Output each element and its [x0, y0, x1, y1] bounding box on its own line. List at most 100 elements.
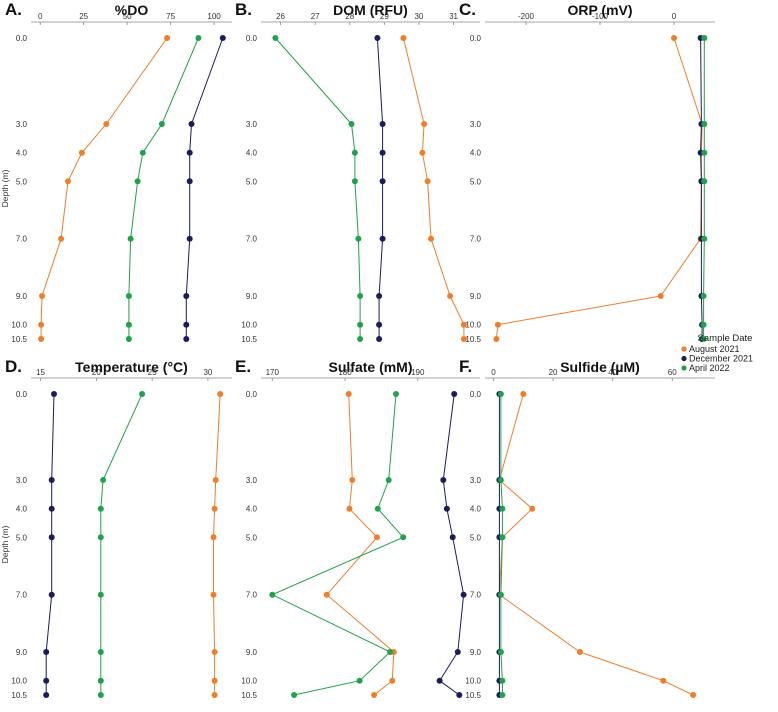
- data-point: [497, 391, 504, 397]
- y-tick-label: 4.0: [246, 149, 258, 158]
- data-point: [428, 235, 434, 242]
- data-point: [272, 35, 279, 41]
- data-point: [356, 677, 363, 684]
- series-line: [495, 37, 703, 340]
- data-point: [186, 178, 193, 185]
- panel-label: D.: [5, 357, 22, 376]
- y-tick-label: 10.5: [11, 691, 27, 700]
- y-tick-label: 7.0: [16, 591, 28, 600]
- series-line: [402, 37, 465, 339]
- data-point: [671, 35, 677, 41]
- data-point: [125, 336, 132, 342]
- data-point: [139, 391, 146, 397]
- chart-panel-3: C. ORP (mV) -200 -100 0 0.0 3.0 4.0 5.0 7.0 9.0 10.…: [459, 0, 715, 344]
- y-tick-label: 3.0: [16, 120, 28, 129]
- y-tick-label: 7.0: [246, 591, 258, 600]
- y-tick-label: 10.5: [241, 691, 257, 700]
- x-tick-label: 30: [414, 12, 423, 21]
- x-tick-label: 25: [148, 368, 157, 377]
- data-point: [158, 121, 165, 127]
- data-point: [48, 534, 55, 541]
- data-point: [38, 336, 45, 342]
- data-point: [443, 505, 450, 512]
- data-point: [376, 293, 383, 299]
- series-line: [213, 393, 221, 695]
- data-point: [460, 591, 467, 598]
- y-tick-label: 5.0: [246, 177, 258, 186]
- chart-title: Sulfate (mM): [329, 359, 413, 375]
- data-point: [454, 649, 461, 655]
- legend-label: April 2022: [689, 363, 730, 373]
- data-point: [389, 677, 396, 684]
- series-line: [45, 393, 55, 695]
- y-tick-label: 0.0: [16, 34, 28, 43]
- data-point: [456, 692, 463, 698]
- x-tick-label: 20: [549, 368, 558, 377]
- y-tick-label: 0.0: [246, 34, 258, 43]
- y-tick-label: 3.0: [246, 476, 258, 485]
- data-point: [376, 336, 383, 342]
- data-point: [345, 391, 352, 397]
- y-tick-label: 7.0: [16, 235, 28, 244]
- data-point: [195, 35, 202, 41]
- y-tick-label: 9.0: [16, 292, 28, 301]
- data-point: [419, 149, 426, 156]
- data-point: [497, 591, 504, 598]
- data-point: [436, 677, 443, 684]
- data-point: [355, 235, 362, 242]
- y-tick-label: 10.5: [465, 335, 481, 344]
- x-tick-label: 26: [276, 12, 285, 21]
- data-point: [460, 321, 467, 328]
- data-point: [400, 35, 407, 41]
- chart-title: DOM (RFU): [333, 2, 408, 18]
- y-tick-label: 9.0: [470, 292, 482, 301]
- y-tick-label: 3.0: [246, 120, 258, 129]
- data-point: [387, 649, 394, 655]
- data-point: [700, 336, 707, 342]
- data-point: [371, 692, 378, 698]
- data-point: [374, 534, 380, 541]
- chart-title: ORP (mV): [567, 2, 632, 18]
- y-tick-label: 10.0: [241, 321, 257, 330]
- y-tick-label: 10.0: [11, 321, 27, 330]
- data-point: [499, 677, 506, 684]
- data-point: [379, 178, 386, 185]
- data-point: [127, 235, 134, 242]
- data-point: [701, 235, 708, 242]
- series-line: [128, 37, 199, 339]
- data-point: [451, 391, 458, 397]
- chart-panel-4: D. Temperature (°C) 15 20 25 30 0.0 3.0 4.0 5.0 7.…: [0, 357, 232, 700]
- series-line: [275, 37, 361, 339]
- data-point: [217, 391, 224, 397]
- chart-panel-1: A. %DO 0 25 50 75 100 0.0 3.0 4.0 5.0 7.0 9.0 10.0 10.…: [0, 0, 232, 344]
- y-tick-label: 0.0: [16, 390, 28, 399]
- x-tick-label: 75: [166, 12, 175, 21]
- data-point: [211, 505, 218, 512]
- series-line: [703, 38, 705, 339]
- data-point: [48, 591, 55, 598]
- data-point: [134, 178, 141, 185]
- y-tick-label: 5.0: [246, 533, 258, 542]
- y-tick-label: 9.0: [16, 648, 28, 657]
- data-point: [38, 321, 45, 328]
- series-line: [40, 37, 168, 339]
- data-point: [291, 692, 298, 698]
- panel-label: F.: [459, 357, 472, 376]
- y-tick-label: 0.0: [470, 390, 482, 399]
- data-point: [460, 336, 467, 342]
- x-tick-label: 30: [203, 368, 212, 377]
- data-point: [351, 149, 358, 156]
- data-point: [97, 692, 104, 698]
- y-tick-label: 3.0: [470, 120, 482, 129]
- data-point: [39, 293, 45, 299]
- y-tick-label: 10.0: [465, 321, 481, 330]
- legend-label: August 2021: [689, 344, 740, 354]
- data-point: [211, 692, 218, 698]
- data-point: [346, 505, 353, 512]
- data-point: [529, 505, 536, 512]
- data-point: [357, 293, 364, 299]
- x-tick-label: 180: [338, 368, 352, 377]
- data-point: [497, 649, 504, 655]
- legend-marker: [681, 365, 687, 371]
